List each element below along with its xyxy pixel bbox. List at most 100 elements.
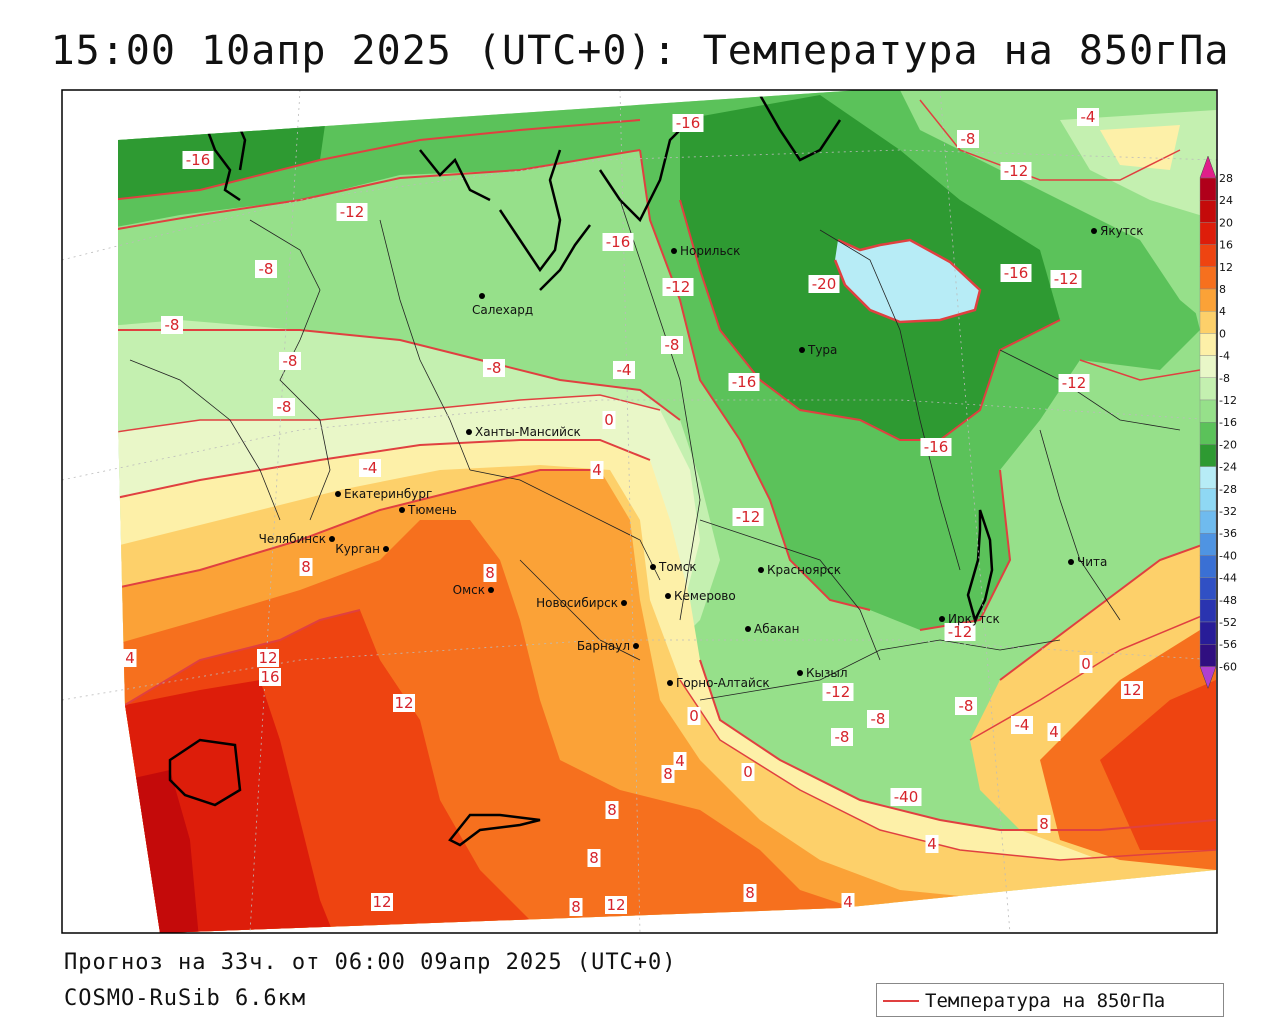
isotherm-label-bg bbox=[1121, 681, 1143, 699]
isotherm-label: -40 bbox=[890, 788, 922, 806]
isotherm-label-text: 12 bbox=[606, 896, 625, 914]
isotherm-label: 4 bbox=[841, 893, 855, 911]
field-cold-pocket bbox=[835, 240, 980, 322]
isotherm-label-bg bbox=[1000, 162, 1032, 180]
admin-boundaries bbox=[129, 199, 1181, 701]
colorbar-tick-label: -8 bbox=[1219, 372, 1230, 385]
city-label: Курган bbox=[335, 542, 380, 556]
isotherm-label: -12 bbox=[662, 278, 694, 296]
colorbar-swatch bbox=[1199, 355, 1217, 379]
city-marker: Кызыл bbox=[797, 666, 848, 680]
isotherm-label-text: 8 bbox=[301, 558, 311, 576]
isotherm-label-bg bbox=[672, 114, 704, 132]
field-ne-warm-spot bbox=[1100, 125, 1180, 170]
cities: Якутск Норильск Салехард Тура Ханты-Мансийск… bbox=[259, 224, 1144, 690]
isotherm-label-text: 4 bbox=[1049, 723, 1059, 741]
isotherm-label: -12 bbox=[1000, 162, 1032, 180]
isotherm-label-text: 8 bbox=[663, 765, 673, 783]
isotherm-label-bg bbox=[732, 508, 764, 526]
colorbar-tick-label: -4 bbox=[1219, 350, 1230, 363]
city-marker: Иркутск bbox=[939, 612, 1000, 626]
isotherm-label: -12 bbox=[732, 508, 764, 526]
isotherm-label: -8 bbox=[867, 710, 889, 728]
isotherm-label: -12 bbox=[822, 683, 854, 701]
isotherm-label-text: -8 bbox=[165, 316, 180, 334]
colorbar-tick-label: -24 bbox=[1219, 461, 1237, 474]
isotherm-label: -20 bbox=[808, 275, 840, 293]
isotherm-label-text: 0 bbox=[689, 707, 699, 725]
colorbar-swatch bbox=[1199, 377, 1217, 401]
city-dot bbox=[1091, 228, 1097, 234]
colorbar-swatch bbox=[1199, 533, 1217, 556]
isotherm-label: -12 bbox=[336, 203, 368, 221]
isotherm-label: 4 bbox=[123, 649, 137, 667]
isotherm-label-text: 16 bbox=[260, 668, 279, 686]
city-dot bbox=[671, 248, 677, 254]
isotherm-label-text: -8 bbox=[283, 352, 298, 370]
isotherm-label-text: -16 bbox=[186, 151, 211, 169]
forecast-info: Прогноз на 33ч. от 06:00 09апр 2025 (UTC… bbox=[64, 950, 677, 975]
colorbar-tick-label: -52 bbox=[1219, 616, 1237, 629]
isotherm-label: 8 bbox=[299, 558, 313, 576]
isotherm-label-bg bbox=[890, 788, 922, 806]
city-marker: Якутск bbox=[1091, 224, 1144, 238]
city-dot bbox=[488, 587, 494, 593]
colorbar-swatch bbox=[1199, 177, 1217, 201]
isotherm-label-bg bbox=[728, 373, 760, 391]
city-dot bbox=[745, 626, 751, 632]
isotherm-label-text: -12 bbox=[1054, 270, 1079, 288]
isotherm-label-text: -8 bbox=[259, 260, 274, 278]
city-dot bbox=[650, 564, 656, 570]
isotherm-label: -12 bbox=[1050, 270, 1082, 288]
isotherm-label: -16 bbox=[672, 114, 704, 132]
isotherm-label: 0 bbox=[687, 707, 701, 725]
city-marker: Тюмень bbox=[399, 503, 457, 517]
city-marker: Салехард bbox=[472, 293, 533, 317]
colorbar-swatch bbox=[1199, 311, 1217, 334]
isotherm-label-bg bbox=[957, 130, 979, 148]
colorbar-tick-label: 16 bbox=[1219, 239, 1233, 252]
city-dot bbox=[667, 680, 673, 686]
isotherm-label-bg bbox=[259, 668, 281, 686]
isotherm-label-bg bbox=[741, 763, 755, 781]
isotherm-label-text: 12 bbox=[1122, 681, 1141, 699]
isotherm-label-text: 0 bbox=[1081, 655, 1091, 673]
isotherm-label-bg bbox=[831, 728, 853, 746]
isotherm-label-text: 8 bbox=[745, 884, 755, 902]
colorbar-swatch bbox=[1199, 577, 1217, 600]
isotherm-label-text: -12 bbox=[666, 278, 691, 296]
isotherm-label-bg bbox=[587, 849, 601, 867]
isotherm-label: 12 bbox=[257, 649, 279, 667]
colorbar-tick-label: 28 bbox=[1219, 172, 1233, 185]
temperature-field bbox=[118, 90, 1216, 933]
isotherm-label-bg bbox=[336, 203, 368, 221]
isotherm-label: 4 bbox=[590, 461, 604, 479]
isotherm-label: -8 bbox=[661, 336, 683, 354]
isotherm-label-text: -12 bbox=[1004, 162, 1029, 180]
isotherm-label: -16 bbox=[728, 373, 760, 391]
colorbar-swatch bbox=[1199, 466, 1217, 490]
city-marker: Ханты-Мансийск bbox=[466, 425, 581, 439]
isotherm-label-bg bbox=[1037, 815, 1051, 833]
isotherm-label-bg bbox=[182, 151, 214, 169]
isotherm-label-text: 8 bbox=[589, 849, 599, 867]
isotherm-label: 4 bbox=[673, 752, 687, 770]
colorbar-swatch bbox=[1199, 599, 1217, 623]
isotherm-label-bg bbox=[867, 710, 889, 728]
isotherm-label: -12 bbox=[944, 623, 976, 641]
isotherm-label-text: 8 bbox=[1039, 815, 1049, 833]
isotherm-label-bg bbox=[371, 893, 393, 911]
isotherm-label: -12 bbox=[1058, 374, 1090, 392]
colorbar-swatch bbox=[1199, 422, 1217, 445]
isotherm-label-bg bbox=[161, 316, 183, 334]
isotherm-label-text: -12 bbox=[948, 623, 973, 641]
city-dot bbox=[797, 670, 803, 676]
isotherm-label: -8 bbox=[483, 359, 505, 377]
city-dot bbox=[799, 347, 805, 353]
city-label: Кемерово bbox=[674, 589, 736, 603]
colorbar-tick-label: -28 bbox=[1219, 483, 1237, 496]
isotherm-label: -16 bbox=[1000, 264, 1032, 282]
isotherm-label-text: 4 bbox=[927, 835, 937, 853]
isotherm-label-bg bbox=[1011, 716, 1033, 734]
colorbar-swatch bbox=[1199, 510, 1217, 534]
